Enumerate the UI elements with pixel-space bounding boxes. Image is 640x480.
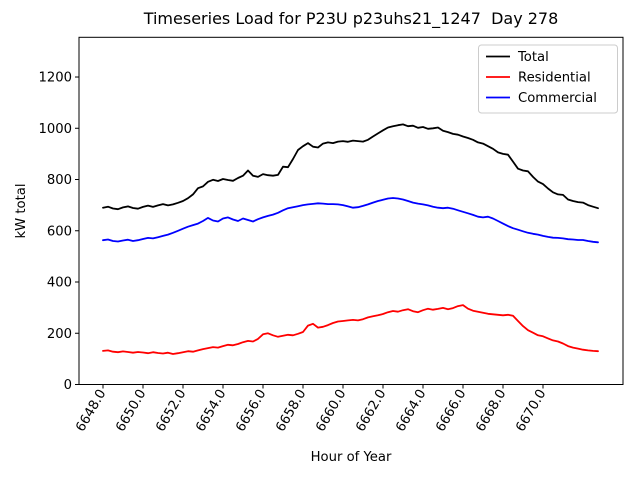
x-tick-label: 6648.0	[73, 387, 109, 434]
x-axis-label: Hour of Year	[311, 450, 392, 465]
series-line-commercial	[102, 197, 599, 244]
x-tick-label: 6656.0	[233, 387, 269, 434]
y-tick-label: 600	[47, 224, 72, 239]
y-tick-label: 0	[64, 378, 72, 393]
legend: Total Residential Commercial	[478, 44, 618, 114]
y-axis-ticks: 0 200 400 600 800 1000 1200	[38, 71, 79, 393]
x-tick-label: 6668.0	[473, 387, 509, 434]
series-line-total	[102, 123, 599, 211]
x-tick-label: 6670.0	[513, 387, 549, 434]
legend-label-commercial: Commercial	[518, 91, 597, 106]
series-lines	[102, 123, 599, 355]
y-axis-label: kW total	[14, 183, 29, 238]
x-tick-label: 6654.0	[193, 387, 229, 434]
series-line-residential	[102, 304, 599, 355]
y-tick-label: 1000	[38, 122, 72, 137]
x-tick-label: 6664.0	[393, 387, 429, 434]
legend-label-total: Total	[517, 50, 549, 65]
x-tick-label: 6658.0	[273, 387, 309, 434]
x-tick-label: 6662.0	[353, 387, 389, 434]
legend-box	[478, 44, 618, 114]
legend-label-residential: Residential	[518, 71, 591, 86]
x-tick-label: 6652.0	[153, 387, 189, 434]
y-tick-label: 200	[47, 327, 72, 342]
y-tick-label: 400	[47, 276, 72, 291]
x-tick-label: 6650.0	[113, 387, 149, 434]
x-axis-ticks: 6648.0 6650.0 6652.0 6654.0 6656.0 6658.0 6660…	[73, 384, 549, 434]
plot-border	[78, 36, 624, 386]
y-tick-label: 1200	[38, 71, 72, 86]
x-tick-label: 6660.0	[313, 387, 349, 434]
x-tick-label: 6666.0	[433, 387, 469, 434]
y-tick-label: 800	[47, 173, 72, 188]
chart-title: Timeseries Load for P23U p23uhs21_1247 D…	[143, 9, 559, 29]
